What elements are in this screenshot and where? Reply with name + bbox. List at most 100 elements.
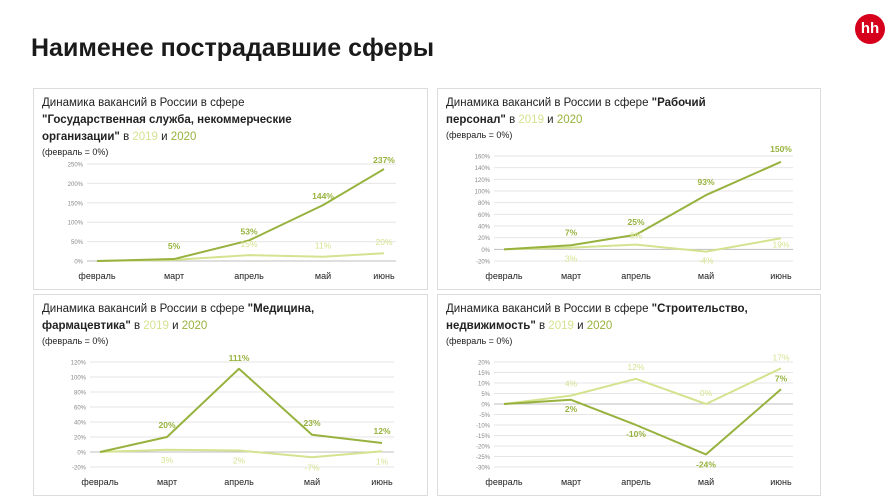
chart-panel-construction: Динамика вакансий в России в сфере "Стро… xyxy=(437,294,821,496)
data-label: 3% xyxy=(161,455,174,465)
y-tick-label: -5% xyxy=(479,413,490,419)
data-label: 8% xyxy=(630,231,643,241)
x-tick-label: март xyxy=(157,477,177,487)
chart-title-and: и xyxy=(157,131,171,143)
y-tick-label: -20% xyxy=(476,445,491,451)
chart-title: Динамика вакансий в России в сфере "Стро… xyxy=(446,301,756,335)
x-tick-label: июнь xyxy=(770,271,792,281)
data-label: 25% xyxy=(627,217,644,227)
x-tick-label: февраль xyxy=(81,477,118,487)
line-chart: 0% 50% 100% 150% 200% 250% февраль март апрель ма… xyxy=(68,155,396,281)
line-chart: -30% -25% -20% -15% -10% -5% 0% 5% 10% 15% 20% февр… xyxy=(476,352,793,487)
legend-2019: 2019 xyxy=(132,131,158,143)
chart-panel-workers: Динамика вакансий в России в сфере "Рабо… xyxy=(437,88,821,290)
data-label: 7% xyxy=(565,227,578,237)
chart-title-mid: в xyxy=(505,114,519,126)
x-tick-label: июнь xyxy=(770,477,792,487)
data-label: 11% xyxy=(315,241,332,251)
chart-note: (февраль = 0%) xyxy=(446,336,513,346)
data-label: -4% xyxy=(698,256,714,266)
y-tick-label: 20% xyxy=(478,236,491,242)
chart-title-and: и xyxy=(573,320,587,332)
y-tick-label: 140% xyxy=(475,166,491,172)
chart-title: Динамика вакансий в России в сфере "Меди… xyxy=(42,301,342,335)
x-tick-label: май xyxy=(698,271,714,281)
legend-2019: 2019 xyxy=(143,320,169,332)
x-tick-label: март xyxy=(561,271,581,281)
y-tick-label: 250% xyxy=(68,163,84,169)
x-tick-label: апрель xyxy=(621,271,651,281)
y-tick-label: 100% xyxy=(68,221,84,227)
chart-note: (февраль = 0%) xyxy=(42,147,109,157)
data-label: -7% xyxy=(304,462,320,472)
y-tick-label: 80% xyxy=(478,201,491,207)
chart-panel-government: Динамика вакансий в России в сфере "Госу… xyxy=(33,88,428,290)
y-tick-label: 50% xyxy=(71,240,84,246)
y-tick-label: 20% xyxy=(478,361,491,367)
series-line-2019 xyxy=(503,237,782,253)
data-label: 17% xyxy=(772,352,789,362)
y-tick-label: 0% xyxy=(77,451,86,457)
chart-title-and: и xyxy=(168,320,182,332)
series-line-2019 xyxy=(503,367,782,405)
data-label: -10% xyxy=(626,429,646,439)
y-tick-label: -20% xyxy=(476,260,491,266)
x-tick-label: апрель xyxy=(621,477,651,487)
y-tick-label: 100% xyxy=(475,190,491,196)
chart-panel-medicine: Динамика вакансий в России в сфере "Меди… xyxy=(33,294,428,496)
data-label: 20% xyxy=(375,237,392,247)
chart-title-prefix: Динамика вакансий в России в сфере xyxy=(42,303,248,315)
hh-logo: hh xyxy=(855,14,885,44)
chart-title-prefix: Динамика вакансий в России в сфере xyxy=(446,97,652,109)
chart-title-sphere: "Строительство, недвижимость" xyxy=(446,303,748,332)
x-tick-label: май xyxy=(698,477,714,487)
series-line-2019 xyxy=(99,448,383,459)
chart-title-prefix: Динамика вакансий в России в сфере xyxy=(42,97,245,109)
data-label: 150% xyxy=(770,144,792,154)
x-tick-label: май xyxy=(304,477,320,487)
legend-2019: 2019 xyxy=(518,114,544,126)
page-title: Наименее пострадавшие сферы xyxy=(31,34,435,62)
data-label: 15% xyxy=(240,239,257,249)
y-tick-label: -10% xyxy=(476,424,491,430)
chart-title: Динамика вакансий в России в сфере "Госу… xyxy=(42,95,312,146)
y-tick-label: 80% xyxy=(74,391,87,397)
x-tick-label: май xyxy=(315,271,331,281)
y-tick-label: -30% xyxy=(476,466,491,472)
data-label: 12% xyxy=(373,426,390,436)
data-label: 20% xyxy=(158,420,175,430)
legend-2019: 2019 xyxy=(548,320,574,332)
y-tick-label: 120% xyxy=(71,361,87,367)
x-tick-label: февраль xyxy=(78,271,115,281)
data-label: 19% xyxy=(772,239,789,249)
chart-title-and: и xyxy=(543,114,557,126)
x-tick-label: март xyxy=(561,477,581,487)
series-line-2020 xyxy=(503,160,782,251)
data-label: 3% xyxy=(565,254,578,264)
data-label: 0% xyxy=(700,388,713,398)
data-label: 1% xyxy=(376,456,389,466)
y-tick-label: 40% xyxy=(74,421,87,427)
y-tick-label: 10% xyxy=(478,382,491,388)
y-tick-label: -25% xyxy=(476,455,491,461)
data-label: 53% xyxy=(240,226,257,236)
legend-2020: 2020 xyxy=(181,320,208,332)
data-label: 93% xyxy=(697,177,714,187)
data-label: 7% xyxy=(775,373,788,383)
chart-title-mid: в xyxy=(130,320,144,332)
data-label: 111% xyxy=(229,353,250,363)
chart-note: (февраль = 0%) xyxy=(446,130,513,140)
data-label: 23% xyxy=(303,418,320,428)
x-tick-label: июнь xyxy=(373,271,395,281)
data-label: 2% xyxy=(565,404,578,414)
chart-title-sphere: "Медицина, фармацевтика" xyxy=(42,303,315,332)
data-label: 4% xyxy=(565,379,578,389)
y-tick-label: 40% xyxy=(478,225,491,231)
data-label: 12% xyxy=(627,362,644,372)
data-label: 2% xyxy=(233,456,246,466)
y-tick-label: 0% xyxy=(481,403,490,409)
data-label: 237% xyxy=(373,155,395,165)
legend-2020: 2020 xyxy=(586,320,613,332)
x-tick-label: март xyxy=(164,271,184,281)
y-tick-label: 20% xyxy=(74,436,87,442)
